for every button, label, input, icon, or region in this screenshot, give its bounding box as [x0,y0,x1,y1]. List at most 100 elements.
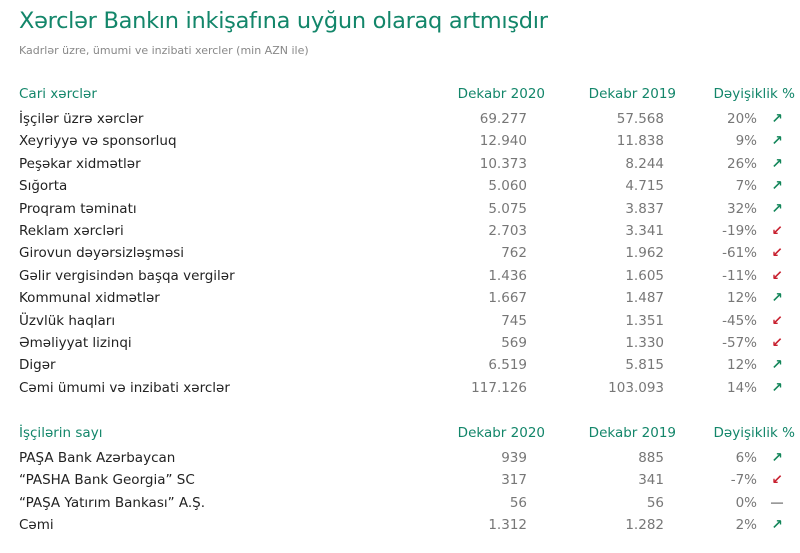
table-row: Sığorta 5.060 4.715 7% ↗ [0,175,800,197]
arrow-up-right-icon: ↗ [771,357,783,374]
page-title: Xərclər Bankın inkişafına uyğun olaraq a… [19,8,548,34]
table-row: “PASHA Bank Georgia” SC 317 341 -7% ↙ [0,469,800,491]
change-percent: 20% [726,111,757,127]
change-percent: 14% [726,379,757,396]
table-row: Gəlir vergisindən başqa vergilər 1.436 1.6… [0,265,800,287]
value-2020: 56 [509,494,527,511]
arrow-up-right-icon: ↗ [771,200,783,217]
row-label: Digər [19,357,56,374]
value-2019: 3.341 [625,223,664,239]
value-2020: 569 [501,335,527,351]
column-header: Dekabr 2020 [457,425,545,441]
change-percent: -7% [730,472,757,489]
value-2020: 1.436 [488,267,527,284]
value-2020: 10.373 [479,155,527,172]
arrow-down-left-icon: ↙ [771,312,783,329]
column-header: Dekabr 2020 [457,86,545,102]
table-row: İşçilər üzrə xərclər 69.277 57.568 20% ↗ [0,108,800,130]
value-2019: 1.605 [625,267,664,284]
value-2019: 3.837 [625,200,664,217]
row-label: Əməliyyat lizinqi [19,335,132,351]
column-header: İşçilərin sayı [19,425,103,441]
dash-icon: — [770,494,784,511]
change-percent: -61% [722,245,757,262]
table-row: Cəmi 1.312 1.282 2% ↗ [0,514,800,536]
column-header: Dəyişiklik % [713,425,795,441]
row-label: Peşəkar xidmətlər [19,155,141,172]
arrow-up-right-icon: ↗ [771,155,783,172]
change-percent: 26% [726,155,757,172]
row-label: Cəmi ümumi və inzibati xərclər [19,379,230,396]
value-2020: 2.703 [488,223,527,239]
table-row: Xeyriyyə və sponsorluq 12.940 11.838 9% ↗ [0,130,800,152]
change-percent: 12% [726,357,757,374]
arrow-up-right-icon: ↗ [771,178,783,195]
column-header: Dəyişiklik % [713,86,795,102]
table-header: Cari xərclər Dekabr 2020 Dekabr 2019 Dəyişi… [0,83,800,105]
table-row: PAŞA Bank Azərbaycan 939 885 6% ↗ [0,447,800,469]
row-label: PAŞA Bank Azərbaycan [19,450,176,466]
arrow-up-right-icon: ↗ [771,290,783,307]
value-2019: 885 [638,450,664,466]
row-label: Üzvlük haqları [19,312,116,329]
arrow-down-left-icon: ↙ [771,223,783,239]
value-2020: 745 [501,312,527,329]
change-percent: 2% [735,516,757,533]
table-row: “PAŞA Yatırım Bankası” A.Ş. 56 56 0% — [0,492,800,514]
row-label: Reklam xərcləri [19,223,124,239]
page-subtitle: Kadrlər üzre, ümumi ve inzibati xercler … [19,44,309,57]
change-percent: -57% [722,335,757,351]
row-label: İşçilər üzrə xərclər [19,111,144,127]
value-2019: 1.351 [625,312,664,329]
row-label: Xeyriyyə və sponsorluq [19,133,177,150]
arrow-up-right-icon: ↗ [771,379,783,396]
row-label: Kommunal xidmətlər [19,290,160,307]
change-percent: 32% [726,200,757,217]
change-percent: -11% [722,267,757,284]
table-row: Reklam xərcləri 2.703 3.341 -19% ↙ [0,220,800,242]
row-label: “PAŞA Yatırım Bankası” A.Ş. [19,494,206,511]
value-2019: 8.244 [625,155,664,172]
table-row: Kommunal xidmətlər 1.667 1.487 12% ↗ [0,287,800,309]
table-row: Cəmi ümumi və inzibati xərclər 117.126 103… [0,377,800,399]
value-2020: 6.519 [488,357,527,374]
arrow-up-right-icon: ↗ [771,133,783,150]
column-header: Dekabr 2019 [588,425,676,441]
value-2020: 939 [501,450,527,466]
table-row: Əməliyyat lizinqi 569 1.330 -57% ↙ [0,332,800,354]
value-2019: 1.962 [625,245,664,262]
value-2019: 1.282 [625,516,664,533]
change-percent: 9% [735,133,757,150]
row-label: Proqram təminatı [19,200,137,217]
arrow-down-left-icon: ↙ [771,267,783,284]
change-percent: 7% [735,178,757,195]
row-label: “PASHA Bank Georgia” SC [19,472,195,489]
value-2019: 341 [638,472,664,489]
value-2019: 56 [646,494,664,511]
row-label: Cəmi [19,516,54,533]
arrow-up-right-icon: ↗ [771,516,783,533]
value-2019: 5.815 [625,357,664,374]
arrow-up-right-icon: ↗ [771,450,783,466]
value-2020: 117.126 [471,379,527,396]
value-2020: 12.940 [479,133,527,150]
table-row: Proqram təminatı 5.075 3.837 32% ↗ [0,198,800,220]
table-row: Peşəkar xidmətlər 10.373 8.244 26% ↗ [0,153,800,175]
value-2020: 1.312 [488,516,527,533]
arrow-up-right-icon: ↗ [771,111,783,127]
column-header: Cari xərclər [19,86,97,102]
value-2020: 69.277 [479,111,527,127]
value-2020: 762 [501,245,527,262]
table-row: Girovun dəyərsizləşməsi 762 1.962 -61% ↙ [0,242,800,264]
table-row: Üzvlük haqları 745 1.351 -45% ↙ [0,310,800,332]
value-2019: 57.568 [616,111,664,127]
change-percent: -45% [722,312,757,329]
change-percent: 0% [735,494,757,511]
row-label: Girovun dəyərsizləşməsi [19,245,185,262]
row-label: Gəlir vergisindən başqa vergilər [19,267,235,284]
change-percent: -19% [722,223,757,239]
value-2019: 1.330 [625,335,664,351]
arrow-down-left-icon: ↙ [771,472,783,489]
change-percent: 12% [726,290,757,307]
value-2019: 11.838 [616,133,664,150]
